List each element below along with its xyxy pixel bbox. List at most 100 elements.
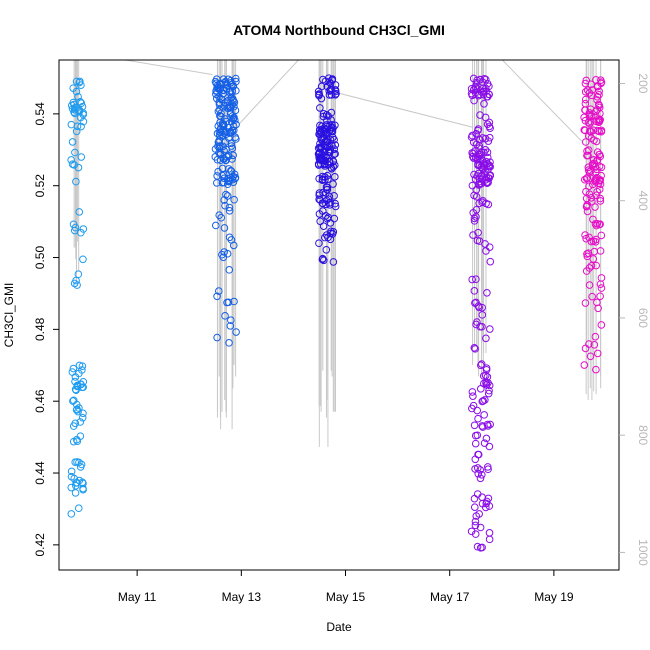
data-point [227,316,235,325]
data-point [77,153,86,161]
data-point [580,113,588,122]
data-point [481,113,490,122]
y-tick-label: 0.44 [33,461,47,485]
data-point [597,321,606,329]
data-point [583,147,591,155]
data-point [581,299,590,307]
data-point [469,231,477,239]
x-tick-label: May 13 [222,590,262,604]
data-point [469,138,478,147]
data-point [585,281,594,289]
data-point [477,148,486,157]
data-point [472,185,481,194]
data-point [213,179,221,187]
data-point [77,99,86,108]
data-point [70,161,78,169]
y-tick-label: 0.46 [33,389,47,413]
data-point [331,202,340,211]
data-point [472,275,480,284]
data-point [75,476,84,485]
data-point [485,442,494,451]
data-point [591,203,599,211]
data-point [481,396,489,404]
data-point [483,92,492,101]
data-point [582,267,591,275]
data-point [470,421,479,430]
data-point [324,213,333,222]
data-point [479,423,487,431]
data-point [75,361,84,370]
data-point [469,152,477,161]
data-point [331,199,339,208]
data-point [476,322,484,331]
data-point [587,261,596,270]
data-point [475,175,484,183]
data-point [325,87,333,95]
data-point [331,141,340,149]
data-point [478,134,487,142]
y-axis: 0.42 0.44 0.46 0.48 0.50 0.52 0.54 [33,102,59,557]
data-point [322,200,330,209]
data-point [212,94,221,103]
data-point [471,439,480,448]
data-point [70,108,78,116]
data-point [228,175,237,184]
data-point [319,256,328,265]
data-point [230,113,238,122]
data-point [79,225,88,233]
data-point [482,365,491,374]
data-point [485,529,494,537]
data-point [72,177,80,186]
data-point [315,191,324,199]
data-point [225,266,234,274]
data-point [67,156,76,164]
data-point [470,503,479,511]
data-point [225,203,234,212]
transit-line [122,60,213,76]
data-point [217,213,225,222]
data-point [220,224,229,232]
data-point [486,325,494,333]
data-point [227,139,235,148]
data-point [73,281,81,289]
data-point [71,148,79,157]
data-point [79,409,87,418]
data-point [321,77,330,86]
data-point [71,223,80,232]
data-point [231,74,240,83]
data-point [583,207,592,216]
data-point [226,322,235,330]
data-point [326,145,335,154]
data-point [473,542,482,551]
data-point [584,151,592,160]
data-point [596,292,604,301]
data-point [316,196,325,204]
data-point [587,80,595,89]
data-point [475,303,483,312]
data-point [71,419,80,428]
data-point [481,240,489,248]
data-point [597,274,606,282]
data-point [582,194,591,203]
data-point [476,523,485,532]
data-point [484,389,493,398]
data-point [588,292,596,301]
data-point [222,130,230,139]
data-point [478,493,486,501]
data-point [329,162,338,171]
data-point [325,78,334,86]
data-point [212,79,221,88]
data-point [330,192,338,200]
data-point [474,160,482,169]
data-point [585,119,594,128]
data-point [470,217,479,225]
data-point [314,144,323,153]
data-point [212,87,220,95]
data-point [584,163,593,172]
transit-line [238,60,300,125]
series-4 [467,74,495,552]
data-point [230,195,238,204]
data-point [585,340,593,348]
data-point [74,163,83,172]
data-point [222,80,231,88]
